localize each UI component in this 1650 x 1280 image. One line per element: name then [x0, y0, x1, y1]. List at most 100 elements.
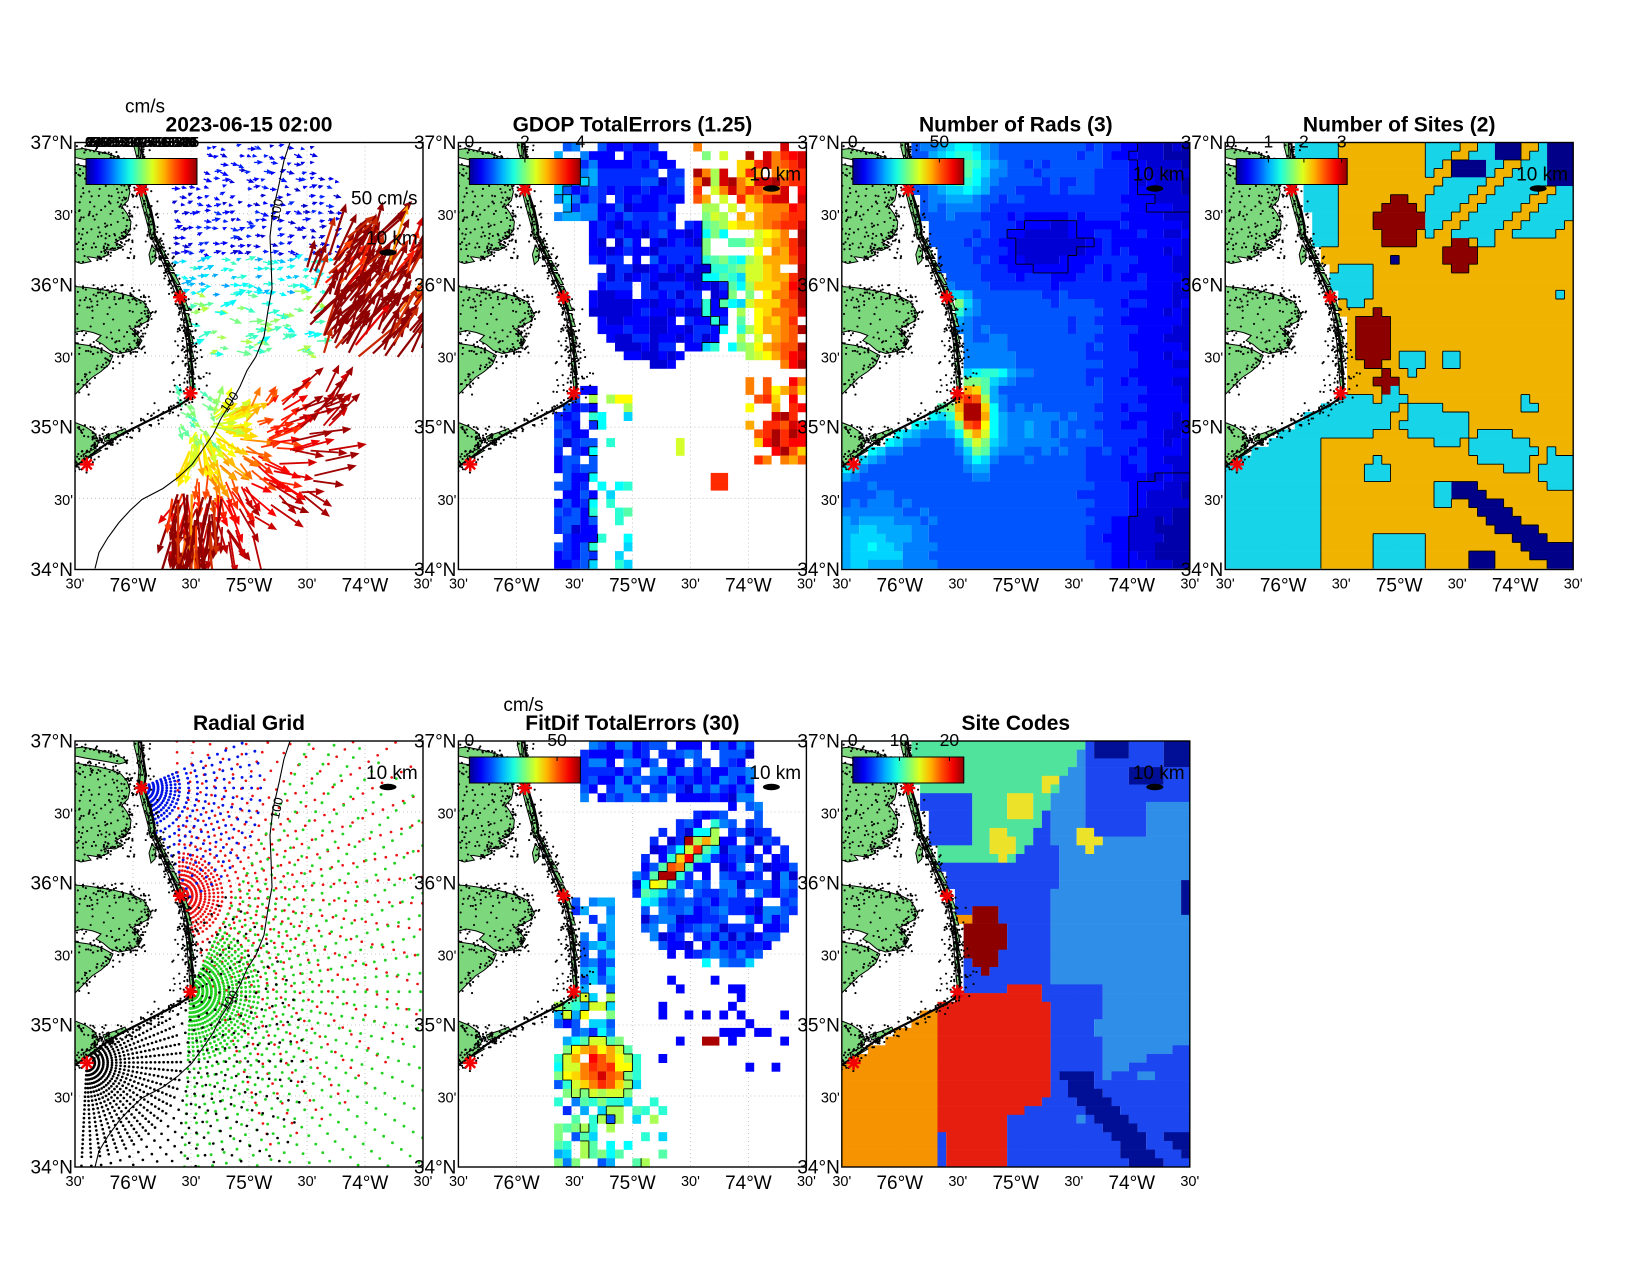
svg-text:10: 10: [890, 730, 910, 750]
svg-text:30': 30': [797, 577, 816, 593]
svg-text:35°N: 35°N: [31, 1016, 73, 1037]
svg-text:36°N: 36°N: [797, 874, 839, 895]
svg-text:34°N: 34°N: [797, 1158, 839, 1179]
svg-text:30': 30': [1064, 577, 1083, 593]
svg-text:10 km: 10 km: [1133, 763, 1185, 784]
svg-text:36°N: 36°N: [31, 874, 73, 895]
svg-text:30': 30': [182, 577, 201, 593]
svg-text:30': 30': [797, 1174, 816, 1190]
svg-text:76°W: 76°W: [1260, 576, 1307, 597]
svg-text:0: 0: [465, 132, 475, 152]
svg-text:Site Codes: Site Codes: [962, 712, 1071, 735]
svg-text:0510152025303540: 0510152025303540: [85, 135, 195, 151]
svg-text:30': 30': [182, 1174, 201, 1190]
svg-text:0: 0: [465, 730, 475, 750]
svg-text:30': 30': [437, 351, 456, 367]
svg-text:30': 30': [681, 577, 700, 593]
svg-text:30': 30': [832, 577, 851, 593]
svg-text:76°W: 76°W: [493, 576, 540, 597]
svg-text:76°W: 76°W: [493, 1173, 540, 1194]
svg-text:2468101214161820: 2468101214161820: [87, 135, 197, 151]
svg-text:30': 30': [1064, 1174, 1083, 1190]
svg-text:2: 2: [1299, 132, 1309, 152]
svg-text:37°N: 37°N: [414, 732, 456, 753]
svg-text:0: 0: [848, 132, 858, 152]
svg-text:8261539479516283: 8261539479516283: [86, 135, 196, 151]
svg-text:36°N: 36°N: [414, 874, 456, 895]
svg-text:30': 30': [1448, 577, 1467, 593]
svg-text:30': 30': [565, 1174, 584, 1190]
svg-text:76°W: 76°W: [876, 576, 923, 597]
svg-text:74°W: 74°W: [1492, 576, 1539, 597]
svg-text:30': 30': [1180, 577, 1199, 593]
svg-text:34°N: 34°N: [414, 560, 456, 581]
svg-text:50: 50: [930, 132, 950, 152]
svg-text:30': 30': [821, 351, 840, 367]
svg-text:5101520253035405: 5101520253035405: [89, 135, 199, 151]
svg-text:75°W: 75°W: [226, 1173, 273, 1194]
svg-text:76°W: 76°W: [110, 576, 157, 597]
svg-text:75°W: 75°W: [609, 1173, 656, 1194]
svg-text:74°W: 74°W: [342, 1173, 389, 1194]
svg-text:20: 20: [940, 730, 960, 750]
svg-text:50: 50: [547, 730, 567, 750]
svg-text:50 cm/s: 50 cm/s: [351, 189, 418, 210]
svg-text:30': 30': [821, 1091, 840, 1107]
svg-text:cm/s: cm/s: [503, 695, 543, 716]
svg-text:30': 30': [54, 1091, 73, 1107]
svg-text:35°N: 35°N: [414, 418, 456, 439]
svg-text:30': 30': [54, 493, 73, 509]
svg-text:10 km: 10 km: [749, 165, 801, 186]
svg-text:34°N: 34°N: [797, 560, 839, 581]
svg-text:10 km: 10 km: [1516, 165, 1568, 186]
svg-text:3: 3: [1337, 132, 1347, 152]
svg-text:36°N: 36°N: [797, 275, 839, 296]
svg-text:30': 30': [948, 1174, 967, 1190]
svg-text:30': 30': [449, 577, 468, 593]
svg-text:30': 30': [437, 1091, 456, 1107]
svg-text:30': 30': [1204, 351, 1223, 367]
svg-text:cm/s: cm/s: [125, 97, 165, 118]
svg-text:35°N: 35°N: [1181, 418, 1223, 439]
svg-text:30': 30': [1204, 493, 1223, 509]
svg-text:30': 30': [298, 577, 317, 593]
svg-text:75°W: 75°W: [992, 1173, 1039, 1194]
svg-text:37°N: 37°N: [31, 732, 73, 753]
svg-text:75°W: 75°W: [992, 576, 1039, 597]
svg-text:FitDif TotalErrors (30): FitDif TotalErrors (30): [525, 712, 739, 735]
svg-text:Number of Rads (3): Number of Rads (3): [919, 114, 1113, 137]
svg-text:35°N: 35°N: [414, 1016, 456, 1037]
svg-text:30': 30': [414, 577, 433, 593]
svg-text:34°N: 34°N: [1181, 560, 1223, 581]
svg-text:30': 30': [437, 493, 456, 509]
svg-text:74°W: 74°W: [725, 1173, 772, 1194]
svg-text:30': 30': [832, 1174, 851, 1190]
svg-text:37°N: 37°N: [31, 133, 73, 154]
svg-text:30': 30': [437, 807, 456, 823]
svg-text:74°W: 74°W: [342, 576, 389, 597]
svg-text:2023-06-15 02:00: 2023-06-15 02:00: [166, 114, 333, 137]
svg-text:10 km: 10 km: [366, 229, 418, 250]
svg-text:30': 30': [1564, 577, 1583, 593]
svg-text:2: 2: [520, 132, 530, 152]
svg-text:30': 30': [437, 208, 456, 224]
svg-text:34°N: 34°N: [31, 1158, 73, 1179]
svg-text:4: 4: [576, 132, 586, 152]
svg-text:35°N: 35°N: [797, 418, 839, 439]
svg-text:0: 0: [1226, 132, 1236, 152]
svg-text:76°W: 76°W: [110, 1173, 157, 1194]
svg-text:35°N: 35°N: [797, 1016, 839, 1037]
svg-text:35°N: 35°N: [31, 418, 73, 439]
svg-text:37°N: 37°N: [1181, 133, 1223, 154]
svg-text:30': 30': [54, 949, 73, 965]
svg-text:30': 30': [66, 577, 85, 593]
svg-text:100: 100: [267, 796, 286, 820]
svg-text:30': 30': [821, 208, 840, 224]
svg-text:30': 30': [948, 577, 967, 593]
svg-text:30': 30': [681, 1174, 700, 1190]
svg-text:Number of Sites (2): Number of Sites (2): [1303, 114, 1496, 137]
svg-text:Radial Grid: Radial Grid: [193, 712, 305, 735]
svg-text:30': 30': [54, 807, 73, 823]
svg-text:75°W: 75°W: [1376, 576, 1423, 597]
svg-text:30': 30': [821, 949, 840, 965]
